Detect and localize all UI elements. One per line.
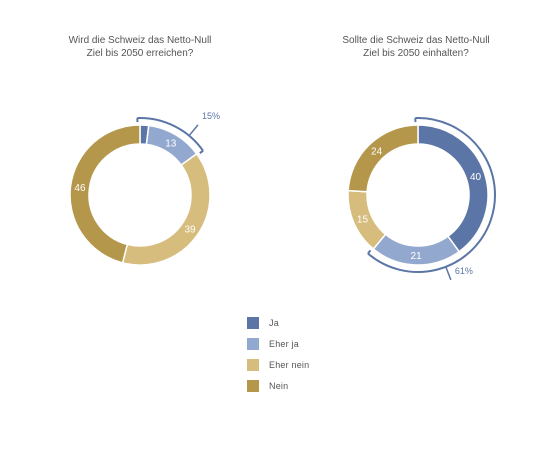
- chart-2-highlight-leader: [445, 266, 452, 281]
- legend-item-eher-ja: Eher ja: [247, 337, 309, 351]
- legend-label-ja: Ja: [269, 318, 279, 328]
- chart-2-slice-ja: [417, 124, 489, 253]
- legend-swatch-ja: [247, 317, 259, 329]
- chart-1-highlight-bracket: [137, 117, 204, 152]
- chart-2-highlight-bracket: [367, 117, 496, 273]
- legend-swatch-nein: [247, 380, 259, 392]
- chart-2-slice-nein: [347, 124, 419, 193]
- chart-2-title-line-2: Ziel bis 2050 einhalten?: [363, 48, 469, 59]
- legend-item-eher-nein: Eher nein: [247, 358, 309, 372]
- chart-1-label-nein: 46: [74, 183, 86, 194]
- legend-label-eher-ja: Eher ja: [269, 339, 299, 349]
- chart-2-label-ja: 40: [470, 172, 482, 183]
- chart-2-label-eher-nein: 15: [357, 215, 369, 226]
- chart-1-label-eher-nein: 39: [184, 225, 196, 236]
- chart-2-highlight-tick-2: [367, 249, 372, 255]
- chart-1-title-line-1: Wird die Schweiz das Netto-Null: [68, 35, 212, 46]
- chart-2-label-nein: 24: [371, 146, 383, 157]
- legend-label-nein: Nein: [269, 381, 289, 391]
- chart-1-title: Wird die Schweiz das Netto-Null Ziel bis…: [40, 34, 240, 60]
- chart-2-highlight-label: 61%: [455, 266, 473, 276]
- legend-swatch-eher-nein: [247, 359, 259, 371]
- chart-1-highlight-tick-2: [199, 150, 204, 154]
- chart-1-slice-nein: [69, 124, 141, 264]
- legend-label-eher-nein: Eher nein: [269, 360, 310, 370]
- chart-2-title-line-1: Sollte die Schweiz das Netto-Null: [342, 35, 490, 46]
- chart-1-highlight-label: 15%: [202, 111, 220, 121]
- legend-swatch-eher-ja: [247, 338, 259, 350]
- chart-1-highlight-leader: [188, 124, 199, 137]
- legend-item-ja: Ja: [247, 316, 309, 330]
- legend: Ja Eher ja Eher nein Nein: [247, 316, 309, 400]
- chart-1-title-line-2: Ziel bis 2050 erreichen?: [86, 48, 194, 59]
- chart-2-label-eher-ja: 21: [411, 251, 423, 262]
- chart-2-title: Sollte die Schweiz das Netto-Null Ziel b…: [316, 34, 516, 60]
- legend-item-nein: Nein: [247, 379, 309, 393]
- chart-1-label-eher-ja: 13: [165, 138, 177, 149]
